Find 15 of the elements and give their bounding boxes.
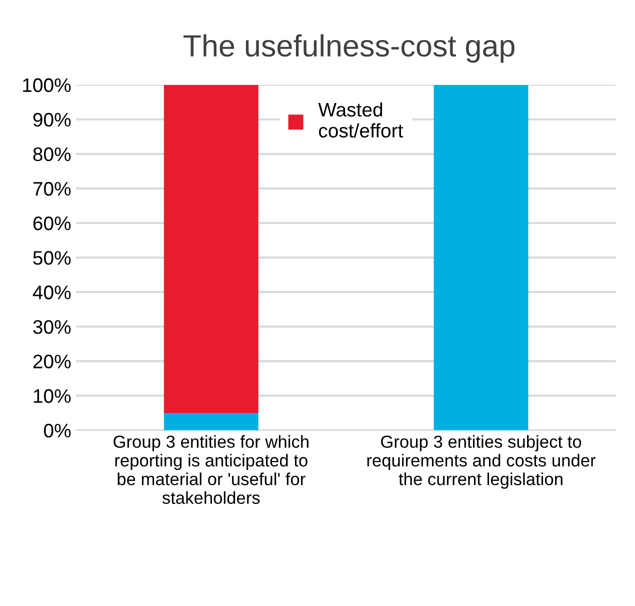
x-tick-label: Group 3 entities for which reporting is anticipated to be material or 'useful' for stakeholders — [114, 435, 308, 504]
y-tick-label: 80% — [33, 147, 71, 162]
y-tick-label: 70% — [33, 182, 71, 196]
y-tick-label: 100% — [23, 78, 71, 92]
y-tick-label: 60% — [33, 216, 71, 230]
y-tick-label: 20% — [33, 354, 71, 368]
y-tick-label: 10% — [34, 389, 71, 403]
y-tick-label: 90% — [33, 112, 71, 127]
y-tick-label: 50% — [33, 251, 71, 265]
y-tick-label: 40% — [32, 286, 71, 300]
y-tick-label: 30% — [33, 320, 71, 334]
y-tick-label: 0% — [44, 424, 71, 438]
legend-label: Wasted cost/effort — [318, 102, 404, 138]
chart-title: The usefulness-cost gap — [184, 34, 514, 63]
x-tick-label: Group 3 entities subject to requirements and costs under the current legislation — [367, 435, 596, 489]
